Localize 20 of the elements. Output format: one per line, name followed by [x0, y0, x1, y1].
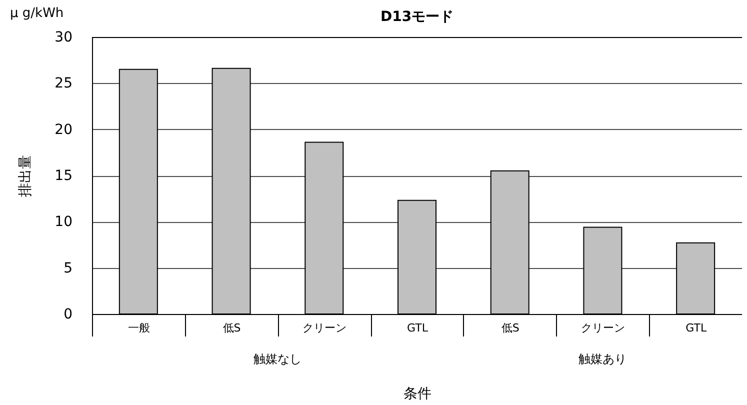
y-tick-label: 10: [54, 214, 72, 230]
y-tick-label: 25: [54, 76, 72, 92]
x-tick-label: 一般: [128, 322, 150, 334]
text: 触媒あり: [578, 351, 627, 368]
y-tick-label: 30: [54, 30, 72, 46]
y-tick-label: 0: [64, 306, 72, 322]
text: 触媒なし: [254, 351, 302, 368]
x-tick-label: 低S: [222, 322, 241, 334]
y-tick-label: 15: [54, 168, 72, 184]
x-tick-label: クリーン: [581, 322, 626, 334]
x-tick-label: クリーン: [302, 322, 347, 334]
x-tick-label: GTL: [407, 322, 429, 334]
y-axis-title: 排出量: [18, 155, 34, 197]
x-tick-label: 低S: [501, 322, 520, 334]
x-tick-label: GTL: [686, 322, 708, 334]
y-tick-label: 20: [54, 122, 72, 138]
chart-title: D13モード: [380, 9, 454, 25]
y-tick-label: 5: [64, 260, 72, 276]
text: μ g/kWh: [10, 6, 64, 21]
x-axis-title: 条件: [404, 386, 432, 402]
